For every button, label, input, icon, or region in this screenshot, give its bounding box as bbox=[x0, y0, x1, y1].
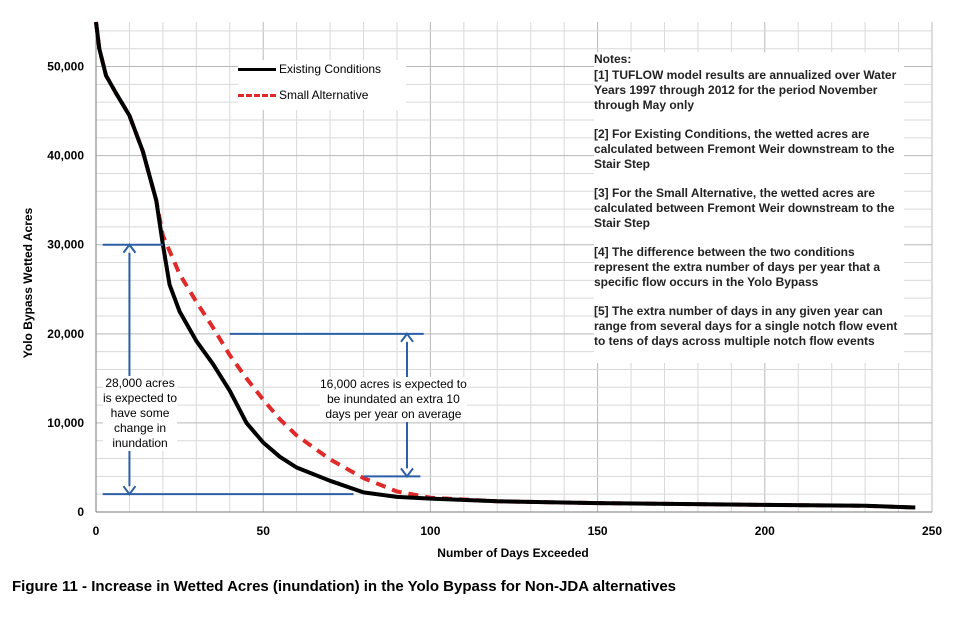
annotation-line: inundation bbox=[112, 436, 168, 450]
note-item: [4] The difference between the two condi… bbox=[594, 245, 881, 289]
annotation-28000-acres: 28,000 acres is expected to have some ch… bbox=[103, 376, 178, 451]
annotation-line: be inundated an extra 10 bbox=[326, 392, 460, 406]
legend-label-small-alt: Small Alternative bbox=[279, 88, 369, 102]
annotation-line: 28,000 acres bbox=[105, 376, 175, 390]
legend-entry-small-alt: Small Alternative bbox=[238, 88, 368, 102]
note-item: [5] The extra number of days in any give… bbox=[594, 304, 898, 348]
x-tick-label: 100 bbox=[420, 524, 440, 538]
x-tick-label: 200 bbox=[755, 524, 775, 538]
figure-caption: Figure 11 - Increase in Wetted Acres (in… bbox=[12, 578, 677, 595]
y-tick-label: 40,000 bbox=[47, 149, 84, 163]
annotation-line: change in bbox=[114, 421, 167, 435]
legend-entry-existing: Existing Conditions bbox=[238, 62, 381, 76]
annotation-16000-acres: 16,000 acres is expected to be inundated… bbox=[320, 377, 467, 422]
chart-legend: Existing Conditions Small Alternative bbox=[238, 60, 406, 110]
note-item: [2] For Existing Conditions, the wetted … bbox=[594, 127, 895, 171]
annotation-line: days per year on average bbox=[325, 407, 462, 421]
x-tick-label: 250 bbox=[922, 524, 942, 538]
y-tick-label: 30,000 bbox=[47, 238, 84, 252]
note-item: [1] TUFLOW model results are annualized … bbox=[594, 68, 897, 112]
y-tick-label: 20,000 bbox=[47, 327, 84, 341]
y-axis-label: Yolo Bypass Wetted Acres bbox=[21, 207, 35, 359]
legend-label-existing: Existing Conditions bbox=[279, 62, 382, 76]
annotation-arrow-16000-head-top bbox=[400, 332, 414, 343]
y-tick-label: 50,000 bbox=[47, 60, 84, 74]
annotation-arrow-16000-head-bottom bbox=[400, 467, 414, 479]
notes-title: Notes: bbox=[594, 52, 632, 66]
annotation-arrow-28000-head-top bbox=[122, 243, 137, 254]
y-tick-label: 10,000 bbox=[47, 416, 84, 430]
x-tick-label: 150 bbox=[588, 524, 608, 538]
chart-series bbox=[94, 21, 916, 510]
x-tick-label: 0 bbox=[93, 524, 100, 538]
annotation-line: have some bbox=[110, 406, 170, 420]
x-tick-label: 50 bbox=[257, 524, 271, 538]
y-tick-label: 0 bbox=[77, 505, 84, 519]
series-existing-conditions-line bbox=[94, 21, 916, 510]
x-axis-label: Number of Days Exceeded bbox=[437, 546, 589, 560]
annotation-line: is expected to bbox=[103, 391, 178, 405]
annotation-arrow-28000-head-bottom bbox=[122, 485, 137, 496]
chart-axes bbox=[95, 22, 932, 513]
note-item: [3] For the Small Alternative, the wette… bbox=[594, 186, 895, 230]
notes-box: Notes: [1] TUFLOW model results are annu… bbox=[594, 52, 904, 363]
legend-swatch-dashed bbox=[238, 93, 276, 97]
chart-tick-labels: 0 50 100 150 200 250 0 10,000 20,000 30,000 40,000… bbox=[47, 60, 942, 538]
annotation-line: 16,000 acres is expected to bbox=[320, 377, 467, 391]
legend-swatch-solid bbox=[238, 67, 276, 71]
